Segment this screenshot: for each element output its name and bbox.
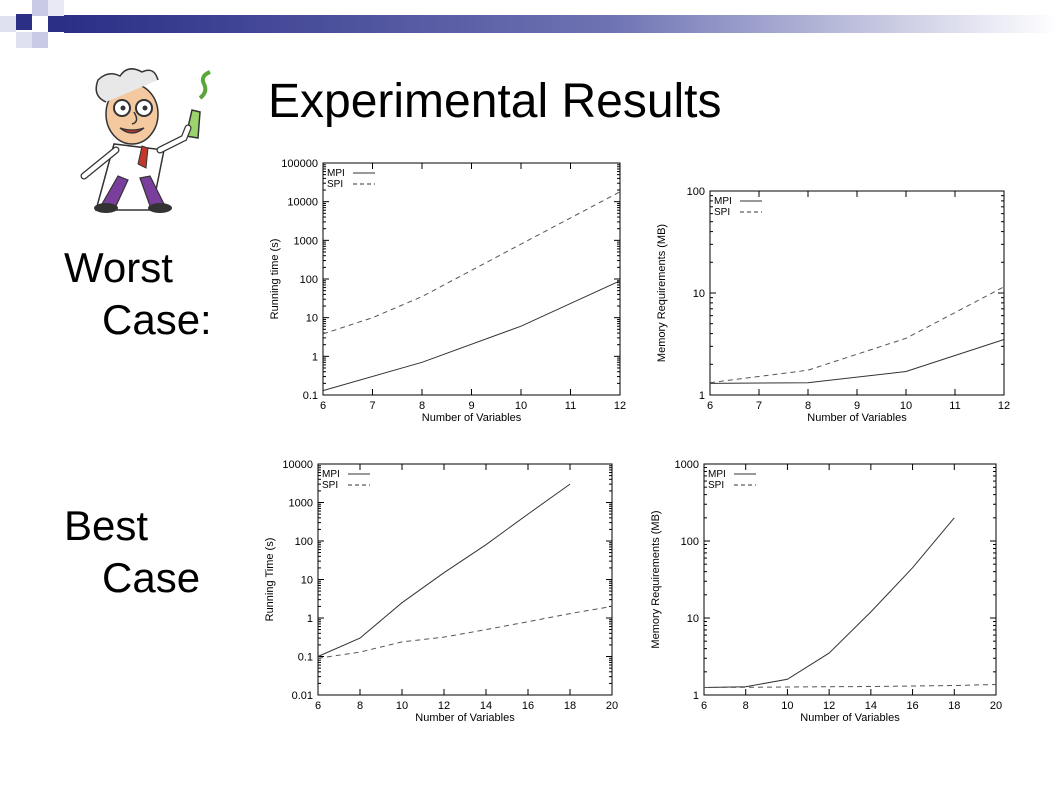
x-tick-label: 6 <box>707 400 713 412</box>
x-axis-label: Number of Variables <box>800 712 900 724</box>
x-tick-label: 12 <box>614 400 626 412</box>
row-label-line2: Case: <box>102 296 212 343</box>
y-tick-label: 10000 <box>287 197 318 209</box>
series-line-mpi <box>703 517 955 688</box>
chart-worst-case-running-time: 0.1 1 10 100 1000 10000 100000 6 7 8 9 10 11 12 Number… <box>255 153 635 433</box>
y-tick-label: 10 <box>693 288 705 300</box>
legend-label-mpi: MPI <box>327 168 345 179</box>
x-tick-label: 16 <box>906 700 918 712</box>
y-tick-label: 10 <box>301 575 313 587</box>
series-line-spi <box>703 684 997 688</box>
x-tick-label: 10 <box>515 400 527 412</box>
row-label-worst-case: Worst Case: <box>64 242 212 346</box>
y-axis-label: Running time (s) <box>269 239 281 320</box>
y-tick-label: 0.01 <box>292 690 313 702</box>
plot-frame <box>317 463 613 696</box>
y-tick-label: 1000 <box>289 498 313 510</box>
y-tick-label: 10000 <box>282 459 313 471</box>
x-tick-label: 12 <box>438 700 450 712</box>
x-tick-label: 10 <box>900 400 912 412</box>
x-axis-label: Number of Variables <box>807 412 907 424</box>
x-tick-label: 14 <box>480 700 492 712</box>
x-tick-label: 11 <box>565 400 576 412</box>
chart-best-case-memory: 1 10 100 1000 6 8 10 12 14 16 18 20 Number of Variab… <box>636 452 1016 737</box>
x-tick-label: 8 <box>743 700 749 712</box>
series-line-spi <box>709 286 1005 384</box>
y-axis-label: Memory Requirements (MB) <box>650 510 662 648</box>
x-axis-label: Number of Variables <box>415 712 515 724</box>
chart-worst-case-memory: 1 10 100 6 7 8 9 10 11 12 Number of Variables Memor… <box>640 153 1020 433</box>
series-line-spi <box>322 191 621 335</box>
y-tick-label: 10 <box>306 313 318 325</box>
legend-label-mpi: MPI <box>708 469 726 480</box>
y-tick-label: 100 <box>681 536 699 548</box>
x-tick-label: 7 <box>756 400 762 412</box>
x-tick-label: 6 <box>701 700 707 712</box>
y-tick-label: 1 <box>312 351 318 363</box>
row-label-best-case: Best Case <box>64 500 200 604</box>
legend-label-spi: SPI <box>714 207 730 218</box>
x-tick-label: 12 <box>998 400 1010 412</box>
legend-label-spi: SPI <box>327 179 343 190</box>
x-tick-label: 12 <box>823 700 835 712</box>
y-tick-label: 1000 <box>675 459 699 471</box>
y-tick-label: 100 <box>687 186 705 198</box>
y-tick-label: 1000 <box>294 235 318 247</box>
x-tick-label: 20 <box>990 700 1002 712</box>
x-tick-label: 8 <box>419 400 425 412</box>
plot-frame <box>322 162 621 396</box>
page-title: Experimental Results <box>268 75 722 128</box>
y-tick-label: 1 <box>307 613 313 625</box>
x-tick-label: 10 <box>396 700 408 712</box>
x-tick-label: 18 <box>948 700 960 712</box>
x-tick-label: 8 <box>357 700 363 712</box>
x-axis-label: Number of Variables <box>422 412 522 424</box>
x-tick-label: 6 <box>315 700 321 712</box>
y-tick-label: 100000 <box>281 158 318 170</box>
y-axis-label: Memory Requirements (MB) <box>656 224 668 362</box>
series-line-mpi <box>317 483 571 657</box>
y-tick-label: 1 <box>699 390 705 402</box>
y-tick-label: 100 <box>300 274 318 286</box>
y-tick-label: 10 <box>687 613 699 625</box>
series-line-mpi <box>709 339 1005 384</box>
x-tick-label: 10 <box>781 700 793 712</box>
row-label-line2: Case <box>102 554 201 601</box>
x-tick-label: 9 <box>468 400 474 412</box>
series-line-mpi <box>322 280 621 392</box>
x-tick-label: 20 <box>606 700 618 712</box>
series-line-spi <box>317 605 613 659</box>
header-bar <box>0 0 1058 48</box>
y-tick-label: 1 <box>693 690 699 702</box>
row-label-line1: Worst <box>64 244 173 291</box>
x-tick-label: 18 <box>564 700 576 712</box>
legend-label-mpi: MPI <box>714 196 732 207</box>
legend-label-spi: SPI <box>322 480 338 491</box>
chart-best-case-running-time: 0.01 0.1 1 10 100 1000 10000 6 8 10 12 14 16 18 20 Numb… <box>250 452 630 737</box>
x-tick-label: 9 <box>854 400 860 412</box>
x-tick-label: 14 <box>865 700 877 712</box>
mad-scientist-icon <box>80 68 211 213</box>
x-tick-label: 8 <box>805 400 811 412</box>
y-tick-label: 100 <box>295 536 313 548</box>
x-tick-label: 6 <box>320 400 326 412</box>
x-tick-label: 7 <box>369 400 375 412</box>
y-tick-label: 0.1 <box>298 652 313 664</box>
legend-label-spi: SPI <box>708 480 724 491</box>
plot-frame <box>703 463 997 696</box>
plot-frame <box>709 190 1005 396</box>
legend-label-mpi: MPI <box>322 469 340 480</box>
row-label-line1: Best <box>64 502 149 549</box>
y-axis-label: Running Time (s) <box>264 538 276 622</box>
x-tick-label: 11 <box>949 400 960 412</box>
x-tick-label: 16 <box>522 700 534 712</box>
y-tick-label: 0.1 <box>303 390 318 402</box>
